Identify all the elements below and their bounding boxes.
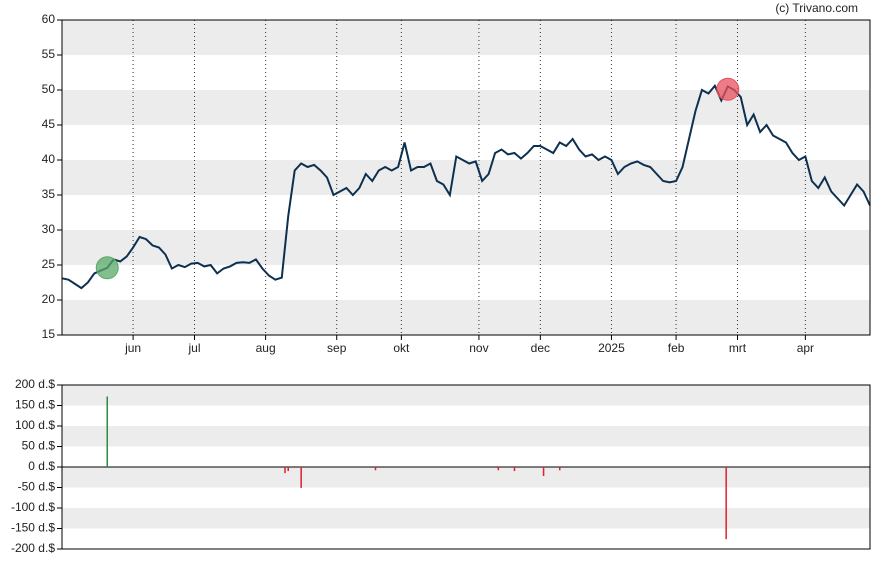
y-tick-label: -150 d.$ <box>11 521 55 535</box>
y-tick-label: 100 d.$ <box>15 418 55 432</box>
x-tick-label: apr <box>797 341 814 355</box>
y-tick-label: 35 <box>42 187 56 201</box>
bar <box>287 467 289 472</box>
y-tick-label: 30 <box>42 222 56 236</box>
plot-frame <box>61 384 871 550</box>
grid-band <box>62 508 870 529</box>
x-tick-label: jul <box>188 341 201 355</box>
y-tick-label: 45 <box>42 117 56 131</box>
grid-band <box>62 300 870 335</box>
y-tick-label: 50 d.$ <box>22 439 56 453</box>
grid-band <box>62 90 870 125</box>
y-tick-label: -100 d.$ <box>11 500 55 514</box>
y-tick-label: 50 <box>42 82 56 96</box>
x-tick-label: okt <box>393 341 410 355</box>
x-tick-label: dec <box>531 341 550 355</box>
y-tick-label: 150 d.$ <box>15 398 55 412</box>
credit: (c) Trivano.com <box>775 1 858 15</box>
y-tick-label: 40 <box>42 152 56 166</box>
y-tick-label: 200 d.$ <box>15 377 55 391</box>
bar <box>106 396 108 467</box>
x-tick-label: nov <box>469 341 488 355</box>
y-tick-label: 25 <box>42 257 56 271</box>
trade-marker <box>95 256 119 280</box>
y-tick-label: 15 <box>42 327 56 341</box>
x-tick-label: jun <box>124 341 141 355</box>
bar <box>558 467 561 471</box>
bar <box>284 467 286 474</box>
bar <box>300 467 302 488</box>
plot-frame <box>61 19 871 336</box>
grid-band <box>62 385 870 406</box>
x-tick-label: feb <box>668 341 685 355</box>
grid-band <box>62 230 870 265</box>
bar <box>374 467 377 471</box>
x-tick-label: mrt <box>729 341 747 355</box>
grid-band <box>62 426 870 447</box>
y-tick-label: 55 <box>42 47 56 61</box>
grid-band <box>62 20 870 55</box>
x-tick-label: aug <box>256 341 276 355</box>
y-tick-label: -200 d.$ <box>11 541 55 555</box>
y-tick-label: 60 <box>42 12 56 26</box>
grid-band <box>62 160 870 195</box>
bar <box>542 467 545 477</box>
trade-marker <box>716 77 740 101</box>
x-tick-label: 2025 <box>598 341 625 355</box>
bar <box>513 467 516 472</box>
y-tick-label: -50 d.$ <box>18 480 56 494</box>
bar <box>725 467 727 540</box>
x-tick-label: sep <box>327 341 347 355</box>
y-tick-label: 0 d.$ <box>28 459 55 473</box>
bar <box>497 467 500 471</box>
y-tick-label: 20 <box>42 292 56 306</box>
grid-band <box>62 467 870 488</box>
